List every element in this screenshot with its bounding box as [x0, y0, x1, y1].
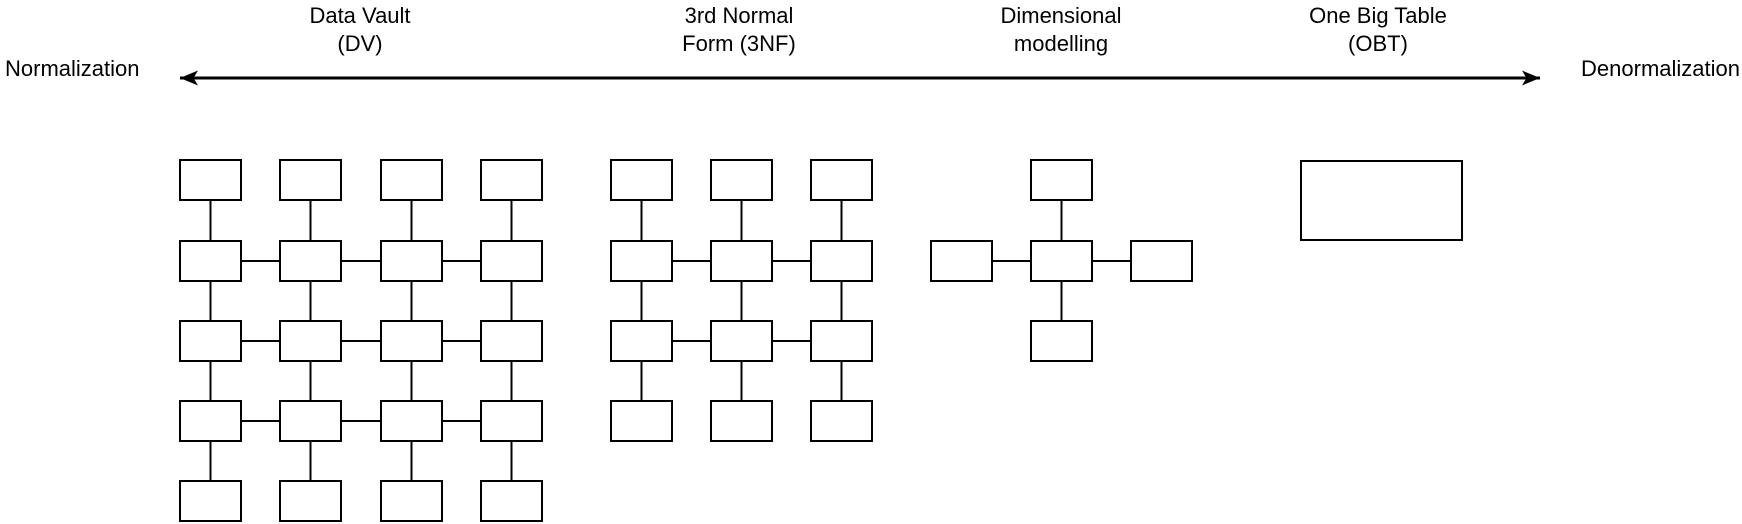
denormalization-label: Denormalization — [1581, 56, 1740, 81]
table-box — [279, 240, 342, 282]
category-label-one-big-table: One Big Table (OBT) — [1309, 2, 1447, 58]
table-box — [610, 400, 673, 442]
table-box — [279, 320, 342, 362]
table-box — [1030, 320, 1093, 362]
table-box — [279, 159, 342, 201]
category-label-dimensional-modelling: Dimensional modelling — [1000, 2, 1121, 58]
category-label-line: Dimensional — [1000, 3, 1122, 28]
table-box — [610, 320, 673, 362]
table-box — [179, 480, 242, 522]
table-box — [810, 400, 873, 442]
table-box — [179, 240, 242, 282]
table-box — [1300, 160, 1463, 241]
table-box — [1030, 240, 1093, 282]
table-box — [480, 480, 543, 522]
table-box — [279, 480, 342, 522]
table-box — [810, 240, 873, 282]
table-box — [810, 159, 873, 201]
table-box — [610, 159, 673, 201]
table-box — [710, 400, 773, 442]
table-box — [380, 480, 443, 522]
table-box — [710, 159, 773, 201]
normalization-label: Normalization — [5, 56, 140, 81]
category-label-line: Form (3NF) — [682, 31, 796, 56]
table-box — [710, 240, 773, 282]
category-label-line: Data Vault — [309, 3, 411, 28]
category-label-line: (DV) — [337, 31, 383, 56]
category-label-line: 3rd Normal — [684, 3, 794, 28]
schema-clusters — [179, 159, 1463, 522]
data-vault-schema — [179, 159, 543, 522]
table-box — [480, 159, 543, 201]
category-label-line: modelling — [1013, 31, 1109, 56]
table-box — [480, 400, 543, 442]
category-label-data-vault: Data Vault (DV) — [309, 2, 410, 58]
table-box — [279, 400, 342, 442]
category-label-line: One Big Table — [1309, 3, 1447, 28]
table-box — [480, 240, 543, 282]
table-box — [1130, 240, 1193, 282]
dimensional-star-schema — [930, 159, 1193, 362]
table-box — [380, 159, 443, 201]
table-box — [930, 240, 993, 282]
table-box — [480, 320, 543, 362]
category-label-third-normal-form: 3rd Normal Form (3NF) — [682, 2, 796, 58]
third-normal-form-schema — [610, 159, 873, 442]
table-box — [380, 400, 443, 442]
table-box — [380, 320, 443, 362]
table-box — [710, 320, 773, 362]
table-box — [810, 320, 873, 362]
table-box — [610, 240, 673, 282]
table-box — [1030, 159, 1093, 201]
table-box — [179, 400, 242, 442]
table-box — [179, 320, 242, 362]
table-box — [380, 240, 443, 282]
table-box — [179, 159, 242, 201]
one-big-table-schema — [1300, 160, 1463, 241]
category-label-line: (OBT) — [1348, 31, 1408, 56]
